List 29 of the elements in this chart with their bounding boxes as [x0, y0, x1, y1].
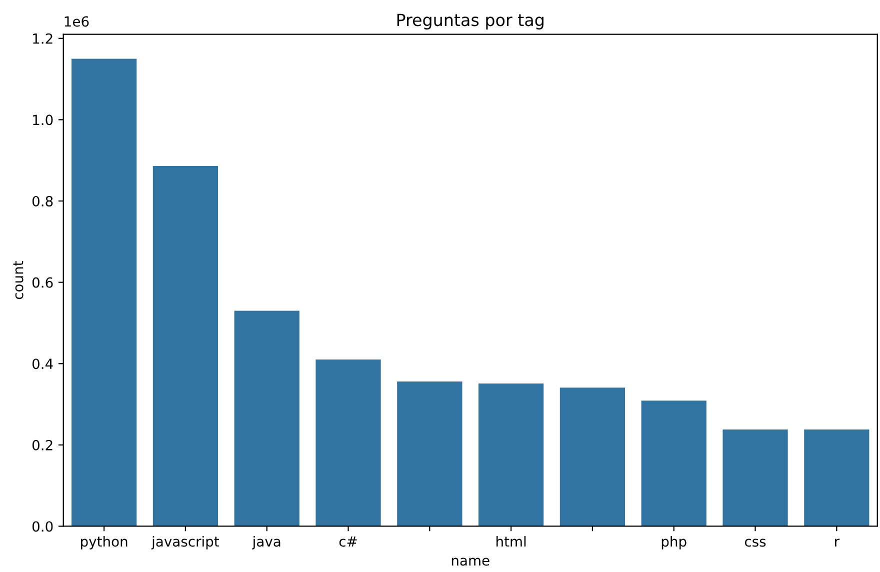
y-tick-label: 0.8	[32, 196, 53, 206]
y-tick-label: 0.6	[32, 277, 53, 288]
x-tick-label: css	[744, 538, 766, 547]
bar	[560, 388, 626, 526]
text: 1e6	[64, 16, 89, 27]
bar	[234, 310, 300, 526]
bar	[641, 400, 706, 526]
bar	[804, 429, 870, 526]
bar	[397, 382, 462, 526]
y-axis-title: count	[13, 261, 24, 300]
x-tick-label: r	[835, 538, 840, 547]
bar	[316, 360, 381, 526]
y-tick-label: 0.4	[32, 358, 53, 370]
x-tick-label: javascript	[151, 536, 220, 550]
x-tick-label: c#	[339, 536, 357, 547]
chart-title: Preguntas por tag	[397, 14, 544, 30]
y-tick-label: 1.0	[33, 114, 53, 126]
y-tick-label: 0.0	[32, 521, 53, 532]
bar	[72, 58, 137, 526]
x-tick-label: html	[496, 536, 526, 547]
y-tick-label: 0.2	[32, 440, 52, 450]
bar	[722, 429, 788, 526]
x-tick-label: java	[252, 536, 280, 550]
y-tick-label: 1.2	[33, 33, 52, 44]
bar	[152, 166, 218, 526]
bar	[478, 384, 544, 526]
x-tick-label: python	[81, 536, 128, 550]
x-tick-label: php	[662, 536, 686, 550]
x-axis-title: name	[452, 558, 490, 566]
